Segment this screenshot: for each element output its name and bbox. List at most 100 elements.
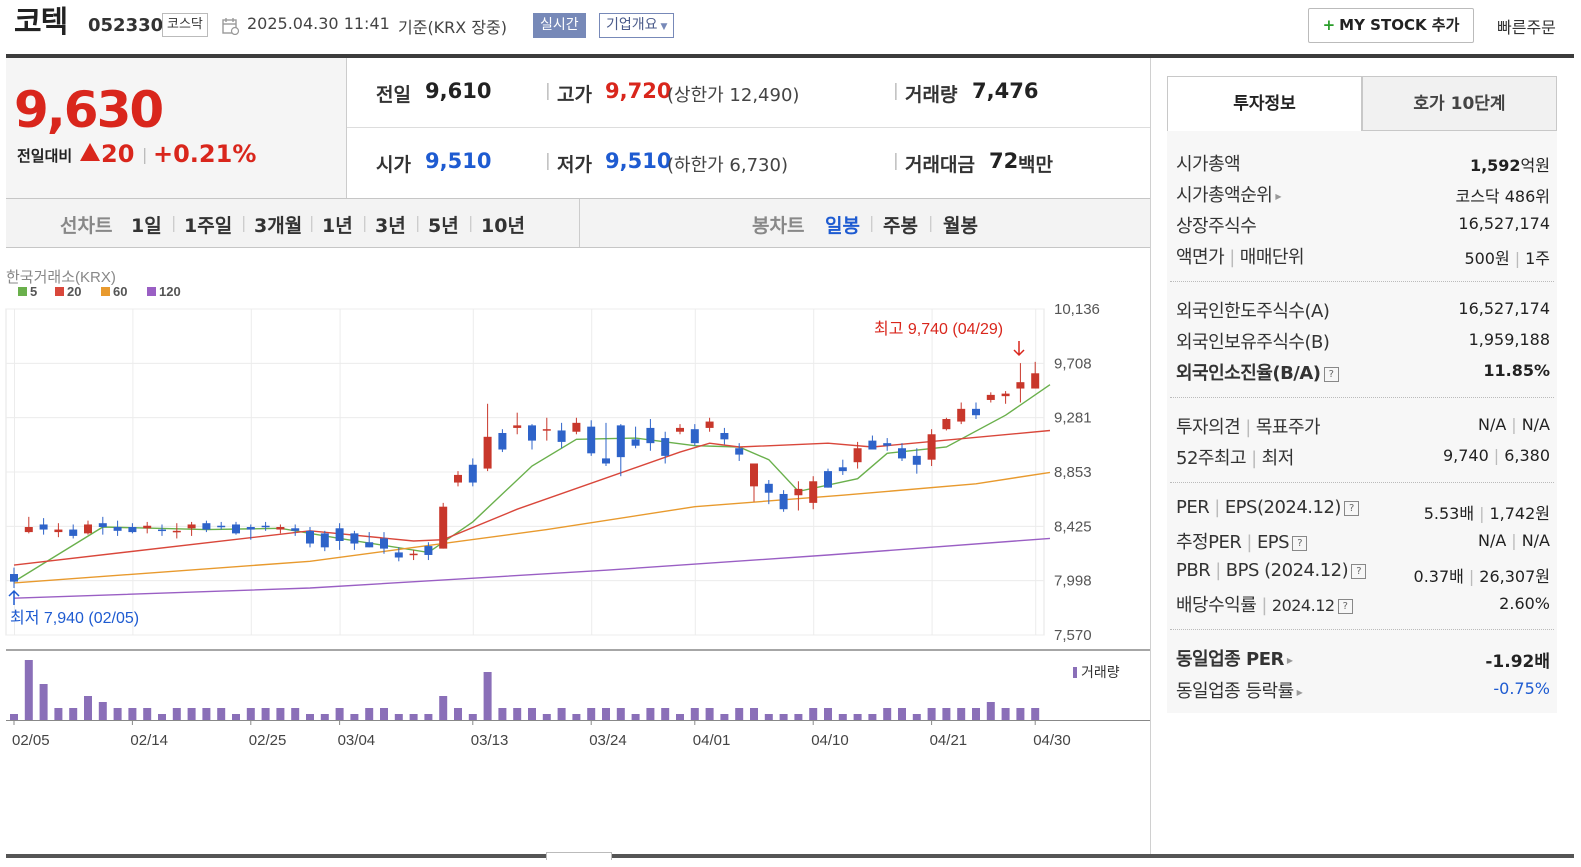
industry-per-value: -1.92배 — [1485, 652, 1550, 672]
candle-weekly[interactable]: 주봉 — [883, 215, 918, 237]
separator: | — [893, 151, 899, 171]
period-1w[interactable]: 1주일 — [184, 215, 233, 237]
volume-bar — [409, 714, 418, 720]
x-tick-label: 03/04 — [338, 732, 376, 749]
market-cap-rank-link[interactable]: 시가총액순위 ▶ — [1176, 185, 1282, 206]
chart-grid — [5, 308, 1150, 721]
foreign-limit-label: 외국인한도주식수(A) — [1176, 301, 1330, 322]
candle-chart-label: 봉차트 — [752, 215, 805, 237]
separator: | — [928, 213, 934, 232]
per-eps-label: PER | EPS(2024.12)? — [1176, 497, 1359, 518]
volume-bar — [809, 708, 818, 720]
volume-bar — [350, 714, 359, 720]
candle-body — [824, 471, 832, 488]
candle-body — [113, 527, 122, 531]
help-icon[interactable]: ? — [1351, 563, 1367, 579]
period-5y[interactable]: 5년 — [428, 215, 459, 237]
current-price: 9,630 — [14, 81, 164, 139]
volume-bar — [1001, 708, 1010, 720]
footer-tab[interactable] — [546, 852, 612, 860]
volume-bar — [306, 714, 314, 720]
opinion-target-label: 투자의견 | 목표주가 — [1176, 417, 1321, 438]
volume-bar — [39, 684, 48, 720]
company-overview-dropdown[interactable]: 기업개요 ▼ — [599, 13, 675, 38]
candle-body — [498, 432, 507, 450]
chart-source: 한국거래소(KRX) — [6, 269, 116, 286]
volume-bar — [365, 708, 374, 720]
candle-body — [868, 440, 877, 450]
volume-bar — [690, 708, 699, 720]
volume-bar — [113, 708, 122, 720]
volume-bar — [912, 714, 921, 720]
candle-body — [335, 528, 344, 541]
candle-body — [690, 429, 699, 444]
candle-body — [809, 481, 818, 503]
quick-order-link[interactable]: 빠른주문 — [1497, 18, 1556, 37]
realtime-button[interactable]: 실시간 — [533, 13, 586, 38]
volume-bar — [661, 708, 670, 720]
volume-bar — [898, 708, 906, 720]
period-1d[interactable]: 1일 — [131, 215, 162, 237]
volume-bar — [84, 696, 92, 720]
week52-value: 9,740 | 6,380 — [1442, 446, 1550, 465]
tab-invest-info[interactable]: 투자정보 — [1167, 76, 1362, 131]
help-icon[interactable]: ? — [1343, 500, 1359, 516]
help-icon[interactable]: ? — [1323, 366, 1339, 382]
volume-legend-swatch — [1073, 667, 1077, 678]
industry-change-link[interactable]: 동일업종 등락률 ▶ — [1176, 681, 1303, 702]
candle-daily[interactable]: 일봉 — [825, 215, 860, 237]
industry-per-link[interactable]: 동일업종 PER ▶ — [1176, 649, 1293, 670]
stock-chart[interactable]: 한국거래소(KRX) 5 20 60 120 10,136 9,708 9,281 8,85… — [0, 258, 1150, 758]
candle-body — [705, 421, 714, 428]
legend-swatch-5 — [18, 287, 27, 296]
help-icon[interactable]: ? — [1292, 535, 1308, 551]
tab-orderbook-10[interactable]: 호가 10단계 — [1362, 76, 1557, 131]
candle-body — [69, 529, 78, 536]
x-tick-label: 02/25 — [249, 732, 287, 749]
candle-body — [616, 425, 625, 458]
volume-bar — [158, 714, 166, 720]
volume-bar — [54, 708, 63, 720]
period-1y[interactable]: 1년 — [322, 215, 353, 237]
market-cap-label: 시가총액 — [1176, 154, 1241, 175]
volume-bar — [957, 708, 966, 720]
chart-period-bar — [6, 198, 1150, 248]
volume-bar — [942, 708, 951, 720]
volume-bar — [631, 714, 640, 720]
candle-monthly[interactable]: 월봉 — [943, 215, 978, 237]
volume-bar — [320, 714, 329, 720]
candle-body — [883, 443, 892, 446]
industry-change-value: -0.75% — [1493, 679, 1550, 698]
foreign-ratio-value: 11.85% — [1483, 361, 1550, 380]
volume-bar — [202, 708, 211, 720]
volume-bar — [1031, 708, 1040, 720]
separator: | — [545, 81, 551, 101]
y-tick-label: 7,998 — [1054, 573, 1092, 590]
volume-bars — [10, 660, 1040, 720]
x-tick-label: 04/30 — [1033, 732, 1071, 749]
period-3y[interactable]: 3년 — [375, 215, 406, 237]
candle-body — [291, 528, 300, 531]
x-tick-label: 04/01 — [693, 732, 731, 749]
divider — [1170, 629, 1554, 630]
x-axis: 02/05 02/14 02/25 03/04 03/13 03/24 04/01 04/10… — [12, 720, 1071, 749]
volume-bar — [246, 708, 255, 720]
divider — [1170, 281, 1554, 282]
volume-bar — [98, 702, 107, 720]
period-3m[interactable]: 3개월 — [254, 215, 303, 237]
candle-body — [587, 426, 596, 454]
candle-body — [853, 448, 862, 463]
period-10y[interactable]: 10년 — [481, 215, 525, 237]
moving-averages — [13, 384, 1051, 599]
volume-bar — [69, 708, 78, 720]
caret-down-icon: ▼ — [660, 22, 668, 32]
add-my-stock-button[interactable]: + MY STOCK 추가 — [1308, 8, 1474, 43]
candle-body — [409, 553, 418, 556]
help-icon[interactable]: ? — [1337, 598, 1353, 614]
par-unit-value: 500원 | 1주 — [1464, 249, 1550, 268]
candle-body — [912, 455, 921, 465]
candle-body — [942, 419, 951, 430]
candle-body — [217, 525, 226, 528]
quote-basis: 기준(KRX 장중) — [398, 18, 508, 37]
y-tick-label: 10,136 — [1054, 301, 1100, 318]
